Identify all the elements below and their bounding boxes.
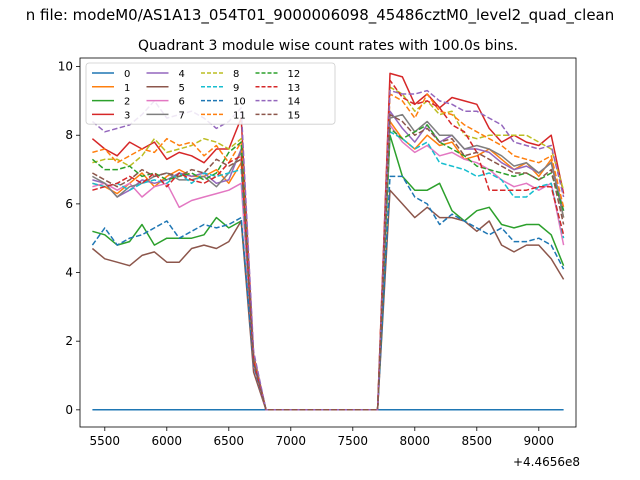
x-tick-label: 6000 — [152, 434, 183, 448]
series-line-1 — [92, 120, 565, 411]
y-tick-label: 6 — [65, 197, 73, 211]
series-line-15 — [92, 113, 565, 411]
y-tick-label: 8 — [65, 128, 73, 142]
legend-label-12: 12 — [288, 69, 301, 80]
series-line-8 — [92, 86, 565, 411]
x-tick-label: 7000 — [276, 434, 307, 448]
x-tick-label: 9000 — [524, 434, 555, 448]
chart-title: Quadrant 3 module wise count rates with … — [138, 38, 518, 54]
legend-label-6: 6 — [179, 97, 185, 108]
legend-label-13: 13 — [288, 83, 301, 94]
series-line-4 — [92, 110, 565, 411]
legend-label-1: 1 — [124, 83, 130, 94]
series-line-14 — [91, 89, 565, 411]
legend-label-3: 3 — [124, 110, 130, 121]
series-layer — [91, 72, 565, 411]
y-tick-label: 0 — [65, 403, 73, 417]
legend-label-14: 14 — [288, 97, 301, 108]
legend-label-15: 15 — [288, 110, 301, 121]
legend-label-4: 4 — [179, 69, 185, 80]
chart-suptitle: n file: modeM0/AS1A13_054T01_9000006098_… — [26, 6, 615, 25]
legend-label-10: 10 — [233, 97, 246, 108]
series-line-5 — [91, 189, 565, 411]
series-line-11 — [92, 93, 565, 411]
series-line-12 — [91, 124, 565, 411]
plot-area — [79, 57, 577, 428]
y-tick-label: 2 — [65, 334, 73, 348]
y-tick-label: 4 — [65, 266, 73, 280]
y-tick-label: 10 — [58, 60, 73, 74]
x-tick-label: 6500 — [214, 434, 245, 448]
legend-label-5: 5 — [179, 83, 185, 94]
series-line-6 — [92, 124, 565, 411]
legend-label-0: 0 — [124, 69, 130, 80]
axes-frame — [79, 57, 577, 428]
legend-label-8: 8 — [233, 69, 239, 80]
x-tick-label: 7500 — [338, 434, 369, 448]
x-tick-label: 8500 — [462, 434, 493, 448]
legend-box — [85, 62, 336, 125]
legend-label-9: 9 — [233, 83, 239, 94]
legend-label-2: 2 — [124, 97, 130, 108]
series-line-7 — [92, 113, 565, 411]
x-tick-label: 5500 — [90, 434, 121, 448]
series-line-13 — [92, 79, 565, 411]
x-tick-label: 8000 — [400, 434, 431, 448]
legend-label-7: 7 — [179, 110, 185, 121]
series-line-2 — [92, 134, 565, 411]
x-axis-offset-text: +4.4656e8 — [513, 455, 580, 469]
legend-label-11: 11 — [233, 110, 246, 121]
